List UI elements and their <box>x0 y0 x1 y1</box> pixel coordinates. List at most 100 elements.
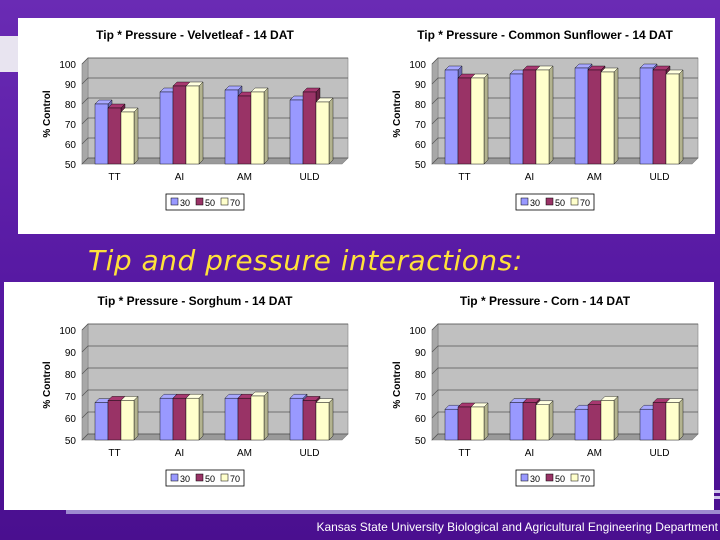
bar-side <box>548 65 554 165</box>
chart-title: Tip * Pressure - Common Sunflower - 14 D… <box>417 28 673 42</box>
chart-title: Tip * Pressure - Sorghum - 14 DAT <box>98 294 294 308</box>
y-tick-label: 60 <box>65 414 77 425</box>
legend-swatch <box>170 197 179 206</box>
gridline <box>81 345 348 353</box>
y-tick-label: 90 <box>65 348 77 359</box>
bar-front <box>302 400 317 441</box>
bar-front <box>224 89 239 165</box>
y-tick-label: 90 <box>415 348 427 359</box>
y-tick-label: 100 <box>59 326 76 337</box>
legend-swatch <box>570 473 579 482</box>
legend-label: 30 <box>180 198 190 208</box>
bar-front <box>470 406 485 441</box>
bar-front <box>289 99 304 165</box>
gridline <box>431 57 698 65</box>
y-tick-label: 50 <box>65 160 77 171</box>
bar-front <box>159 397 174 441</box>
bar <box>470 402 489 441</box>
y-tick-label: 50 <box>65 436 77 447</box>
y-axis-label: % Control <box>42 361 53 408</box>
chart-title: Tip * Pressure - Corn - 14 DAT <box>460 294 631 308</box>
plot-side-wall <box>431 57 439 165</box>
x-tick-label: AI <box>175 172 184 183</box>
decorative-line <box>66 510 720 514</box>
x-tick-label: AM <box>237 172 252 183</box>
y-tick-label: 100 <box>409 60 426 71</box>
gridline <box>81 389 348 397</box>
bar-front <box>522 402 537 441</box>
y-tick-label: 80 <box>65 100 77 111</box>
legend-label: 50 <box>555 474 565 484</box>
x-tick-label: ULD <box>299 448 319 459</box>
bar-front <box>224 397 239 441</box>
y-tick-label: 100 <box>409 326 426 337</box>
legend-label: 50 <box>555 198 565 208</box>
bar-side <box>198 393 204 441</box>
bar <box>315 398 334 441</box>
bar-front <box>315 101 330 165</box>
y-tick-label: 90 <box>65 80 77 91</box>
bar <box>185 81 204 165</box>
bar <box>315 97 334 165</box>
bar-front <box>639 67 654 165</box>
bar-front <box>652 402 667 441</box>
legend-swatch <box>545 473 554 482</box>
x-tick-label: TT <box>108 172 120 183</box>
bar-front <box>535 404 550 441</box>
bar-front <box>639 408 654 441</box>
bar-front <box>457 77 472 165</box>
x-tick-label: TT <box>458 172 470 183</box>
bar-front <box>600 71 615 165</box>
bar-front <box>470 77 485 165</box>
x-tick-label: TT <box>108 448 120 459</box>
y-tick-label: 70 <box>65 392 77 403</box>
y-tick-label: 80 <box>65 370 77 381</box>
y-tick-label: 50 <box>415 436 427 447</box>
bar-side <box>133 395 139 441</box>
plot-side-wall <box>81 323 89 441</box>
legend-swatch <box>570 197 579 206</box>
x-tick-label: AM <box>237 448 252 459</box>
legend-swatch <box>220 197 229 206</box>
bar-front <box>120 400 135 441</box>
bar-side <box>678 398 684 441</box>
bar-front <box>665 73 680 165</box>
bar-front <box>457 406 472 441</box>
slide-footer: Kansas State University Biological and A… <box>316 520 718 534</box>
bar-front <box>665 402 680 441</box>
bar-front <box>237 95 252 165</box>
bar-front <box>237 397 252 441</box>
bar <box>120 107 139 165</box>
bar-side <box>483 73 489 165</box>
bar <box>120 395 139 441</box>
plot-side-wall <box>81 57 89 165</box>
chart-velvetleaf: Tip * Pressure - Velvetleaf - 14 DAT 50 60… <box>42 28 349 211</box>
legend-swatch <box>195 197 204 206</box>
bar-front <box>587 69 602 165</box>
bar-side <box>613 395 619 441</box>
bar-front <box>107 400 122 441</box>
gridline <box>81 323 348 331</box>
legend-label: 30 <box>530 474 540 484</box>
legend-swatch <box>220 473 229 482</box>
bar <box>665 398 684 441</box>
chart-sorghum: Tip * Pressure - Sorghum - 14 DAT 50 60 70 8… <box>42 294 349 487</box>
y-tick-label: 60 <box>65 140 77 151</box>
bar-front <box>509 402 524 441</box>
bar-front <box>302 91 317 165</box>
bar-side <box>263 391 269 441</box>
x-tick-label: AI <box>525 448 534 459</box>
legend-label: 70 <box>230 198 240 208</box>
bar-front <box>587 404 602 441</box>
chart-title: Tip * Pressure - Velvetleaf - 14 DAT <box>96 28 294 42</box>
bar-front <box>172 85 187 165</box>
gridline <box>81 77 348 85</box>
bar-front <box>120 111 135 165</box>
y-tick-label: 60 <box>415 414 427 425</box>
gridline <box>81 367 348 375</box>
bar-front <box>444 408 459 441</box>
y-tick-label: 70 <box>415 120 427 131</box>
gridline <box>431 389 698 397</box>
bar <box>600 395 619 441</box>
bar-side <box>613 67 619 165</box>
